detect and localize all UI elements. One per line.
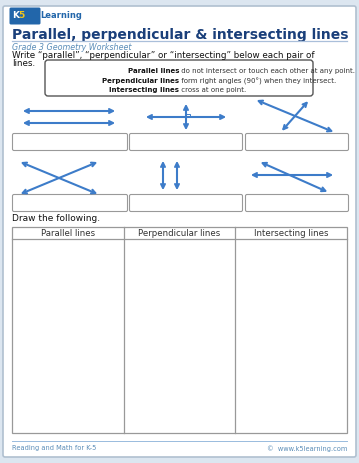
Text: Grade 3 Geometry Worksheet: Grade 3 Geometry Worksheet bbox=[12, 43, 131, 52]
Text: do not intersect or touch each other at any point.: do not intersect or touch each other at … bbox=[179, 68, 355, 74]
Text: cross at one point.: cross at one point. bbox=[179, 87, 246, 93]
Text: lines.: lines. bbox=[12, 59, 35, 68]
Text: Parallel lines: Parallel lines bbox=[127, 68, 179, 74]
Text: Parallel lines: Parallel lines bbox=[41, 229, 95, 238]
Text: Parallel, perpendicular & intersecting lines: Parallel, perpendicular & intersecting l… bbox=[12, 28, 349, 42]
FancyBboxPatch shape bbox=[45, 60, 313, 96]
FancyBboxPatch shape bbox=[13, 133, 127, 150]
Text: Reading and Math for K-5: Reading and Math for K-5 bbox=[12, 445, 96, 451]
FancyBboxPatch shape bbox=[246, 194, 349, 212]
Text: ©  www.k5learning.com: © www.k5learning.com bbox=[267, 445, 347, 452]
FancyBboxPatch shape bbox=[130, 133, 242, 150]
FancyBboxPatch shape bbox=[3, 6, 356, 457]
FancyBboxPatch shape bbox=[246, 133, 349, 150]
Text: Perpendicular lines: Perpendicular lines bbox=[102, 78, 179, 84]
FancyBboxPatch shape bbox=[13, 194, 127, 212]
Text: Intersecting lines: Intersecting lines bbox=[109, 87, 179, 93]
FancyBboxPatch shape bbox=[130, 194, 242, 212]
Text: Draw the following.: Draw the following. bbox=[12, 214, 100, 223]
Text: Intersecting lines: Intersecting lines bbox=[254, 229, 328, 238]
FancyBboxPatch shape bbox=[9, 7, 41, 25]
Text: Learning: Learning bbox=[40, 12, 82, 20]
Text: form right angles (90°) when they intersect.: form right angles (90°) when they inters… bbox=[179, 78, 336, 85]
Text: Write “parallel”, “perpendicular” or “intersecting” below each pair of: Write “parallel”, “perpendicular” or “in… bbox=[12, 51, 314, 60]
Text: K: K bbox=[13, 12, 19, 20]
Text: 5: 5 bbox=[18, 12, 24, 20]
Text: Perpendicular lines: Perpendicular lines bbox=[138, 229, 221, 238]
